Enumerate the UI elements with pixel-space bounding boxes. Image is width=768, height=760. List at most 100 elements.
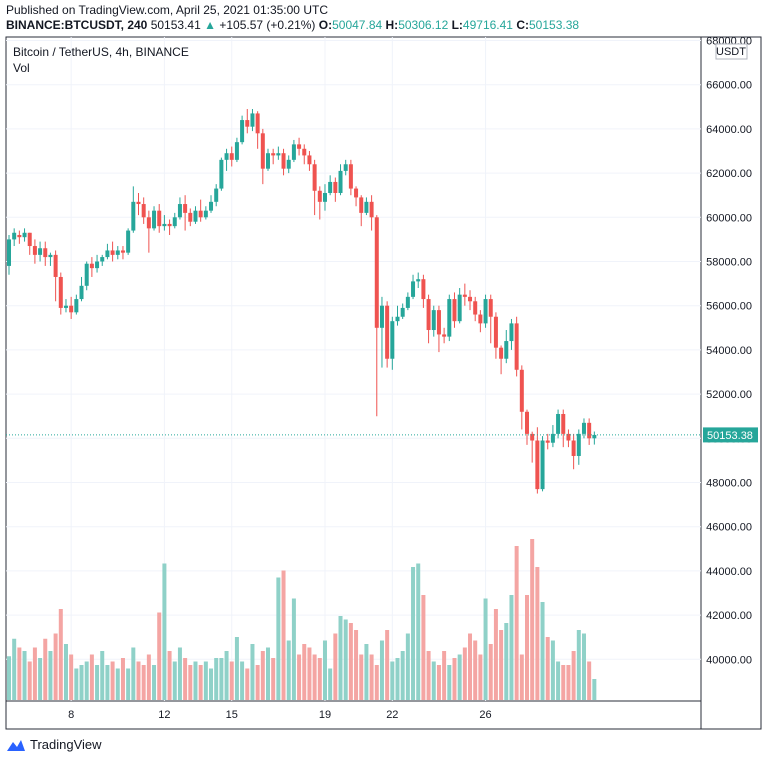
candle-body <box>587 422 592 439</box>
candle-body <box>172 217 177 227</box>
volume-bar <box>457 654 462 700</box>
price-tick-label: 58000.00 <box>706 257 752 269</box>
candle-body <box>545 440 550 443</box>
candle-body <box>338 170 343 193</box>
volume-bar <box>468 633 473 700</box>
candle-body <box>514 323 519 370</box>
candle-body <box>566 433 571 441</box>
candle-body <box>136 201 141 205</box>
candle-body <box>115 250 120 255</box>
volume-bar <box>183 658 188 700</box>
candle-body <box>550 433 555 443</box>
volume-bar <box>146 654 151 700</box>
candle-body <box>110 250 115 255</box>
candle-body <box>556 413 561 434</box>
candle-body <box>260 133 265 169</box>
candle-body <box>240 120 245 143</box>
volume-bar <box>431 661 436 700</box>
candle-body <box>307 155 312 165</box>
candle-body <box>509 323 514 342</box>
time-tick-label: 8 <box>68 709 74 721</box>
candle-body <box>63 305 68 308</box>
footer-brand[interactable]: TradingView <box>6 737 102 752</box>
time-tick-label: 19 <box>319 709 331 721</box>
volume-bar <box>177 647 182 700</box>
candle-body <box>302 148 307 156</box>
candle-body <box>447 299 452 337</box>
candle-body <box>193 210 198 222</box>
price-tick-label: 52000.00 <box>706 389 752 401</box>
candle-body <box>530 433 535 441</box>
price-tick-label: 40000.00 <box>706 654 752 666</box>
candle-body <box>58 276 63 308</box>
volume-bar <box>89 654 94 700</box>
volume-bar <box>322 640 327 700</box>
candle-body <box>374 217 379 328</box>
volume-bar <box>556 661 561 700</box>
candle-body <box>395 316 400 322</box>
volume-bar <box>545 637 550 700</box>
time-tick-label: 22 <box>386 709 398 721</box>
volume-bar <box>436 665 441 700</box>
candle-body <box>364 201 369 213</box>
candle-body <box>488 299 493 317</box>
candle-body <box>245 120 250 127</box>
volume-bar <box>530 539 535 700</box>
volume-bar <box>79 665 84 700</box>
candle-body <box>354 188 359 198</box>
currency-badge <box>715 43 748 60</box>
volume-bar <box>312 654 317 700</box>
volume-bar <box>395 658 400 700</box>
volume-bar <box>483 598 488 700</box>
candle-body <box>473 301 478 315</box>
published-line: Published on TradingView.com, April 25, … <box>6 3 328 17</box>
time-axis[interactable]: 8 12 15 19 22 26 <box>68 709 492 721</box>
volume-bar <box>587 661 592 700</box>
candle-body <box>214 188 219 202</box>
volume-bar <box>328 668 333 700</box>
volume-bar <box>317 658 322 700</box>
volume-bar <box>224 651 229 700</box>
candle-body <box>390 321 395 359</box>
volume-bar <box>22 651 27 700</box>
volume-bar <box>571 651 576 700</box>
volume-bar <box>540 602 545 700</box>
candle-body <box>95 261 100 269</box>
grid-lines <box>6 37 701 701</box>
volume-bar <box>157 612 162 700</box>
candle-body <box>312 164 317 191</box>
volume-bar <box>162 563 167 700</box>
volume-bar <box>172 661 177 700</box>
volume-bar <box>400 651 405 700</box>
volume-bar <box>58 609 63 700</box>
volume-bar <box>421 595 426 700</box>
last-price: 50153.41 <box>150 18 201 32</box>
volume-bar <box>120 658 125 700</box>
candle-body <box>89 263 94 269</box>
volume-bar <box>488 644 493 700</box>
candle-body <box>17 234 22 238</box>
volume-bar <box>214 658 219 700</box>
candle-body <box>317 190 322 202</box>
volume-bar <box>229 661 234 700</box>
price-tick-label: 60000.00 <box>706 212 752 224</box>
volume-bar <box>245 668 250 700</box>
low-label: L: <box>451 18 463 32</box>
volume-bar <box>167 651 172 700</box>
volume-bar <box>504 623 509 700</box>
symbol-label[interactable]: BINANCE:BTCUSDT, 240 <box>6 18 148 32</box>
candle-body <box>333 181 338 193</box>
price-axis[interactable]: 68000.0066000.0064000.0062000.0060000.00… <box>706 36 752 667</box>
volume-bar <box>550 640 555 700</box>
candle-body <box>297 144 302 149</box>
candle-body <box>499 347 504 359</box>
volume-bar <box>53 633 58 700</box>
candle-body <box>592 434 597 439</box>
volume-bar <box>48 651 53 700</box>
candle-body <box>442 334 447 337</box>
candle-body <box>411 281 416 297</box>
candle-body <box>203 210 208 218</box>
candle-body <box>48 254 53 258</box>
volume-bar <box>7 656 11 700</box>
